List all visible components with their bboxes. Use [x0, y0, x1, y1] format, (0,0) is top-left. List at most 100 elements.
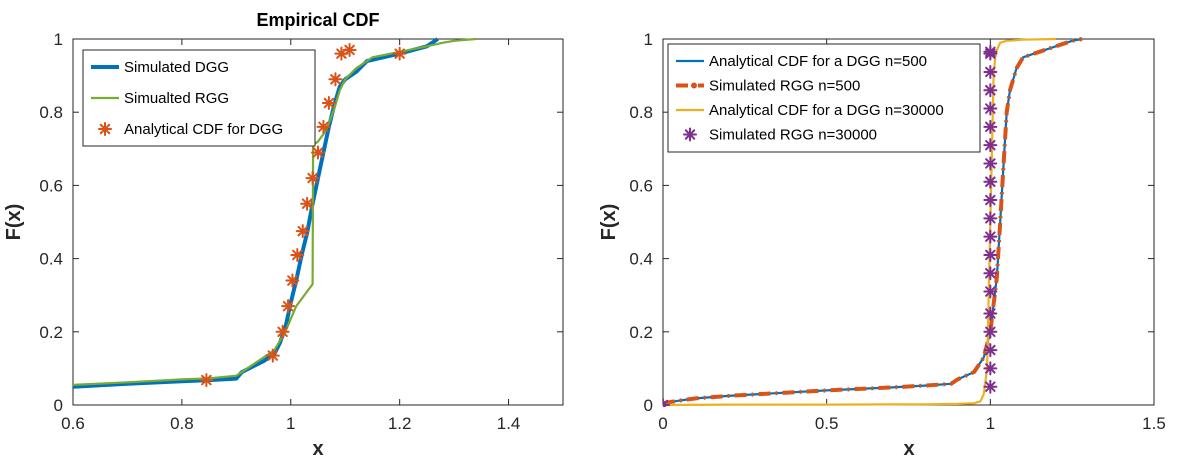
data-point — [392, 46, 407, 61]
legend-label: Analytical CDF for a DGG n=30000 — [709, 102, 944, 119]
series-line — [663, 37, 1056, 407]
data-point — [290, 247, 305, 262]
data-point — [983, 138, 998, 153]
y-tick-label: 0.2 — [39, 323, 63, 342]
data-point — [983, 379, 998, 394]
y-tick-label: 1 — [54, 30, 63, 49]
data-point — [311, 145, 325, 160]
data-point — [983, 229, 998, 244]
legend-item: Analytical CDF for DGG — [98, 121, 283, 138]
y-tick-label: 0.6 — [629, 176, 653, 195]
y-tick-label: 0.4 — [39, 250, 63, 269]
data-point — [342, 42, 357, 57]
axes-box — [72, 38, 564, 406]
series-clip — [663, 37, 1083, 407]
x-axis-label: x — [312, 438, 323, 460]
data-point — [983, 266, 998, 281]
legend-marker — [691, 82, 697, 89]
data-point — [983, 284, 998, 299]
data-point — [983, 101, 998, 116]
legend-label: Analytical CDF for DGG — [124, 121, 283, 138]
x-tick-label: 0.8 — [170, 414, 194, 433]
y-axis-label: F(x) — [3, 204, 25, 241]
x-tick-label: 1.5 — [1142, 414, 1166, 433]
data-point — [199, 373, 214, 388]
chart-left: Empirical CDF 0.6 0.8 1 1.2 1.4 0 0.2 0.4 0.6 0.8… — [3, 10, 564, 460]
data-point — [328, 72, 343, 87]
data-point — [983, 211, 998, 226]
tick-group: 0.6 0.8 1 1.2 1.4 0 0.2 0.4 0.6 0.8 1 — [39, 30, 563, 433]
legend-label: Simulated RGG n=30000 — [709, 127, 877, 144]
y-tick-label: 0.8 — [39, 103, 63, 122]
data-point — [983, 83, 998, 98]
legend-item: Simulated DGG — [91, 59, 229, 76]
data-point — [316, 119, 331, 134]
data-point — [983, 343, 998, 358]
legend-marker — [683, 127, 697, 142]
y-tick-label: 0 — [644, 396, 653, 415]
data-point — [983, 44, 998, 59]
series-1 — [73, 37, 439, 389]
legend-item: Analytical CDF for a DGG n=500 — [676, 53, 927, 70]
legend-item: Simualted RGG — [91, 90, 229, 107]
legend-item: Simulated RGG n=30000 — [683, 127, 877, 144]
data-point — [983, 156, 998, 171]
series-group — [73, 37, 476, 389]
data-point — [334, 46, 349, 61]
chart-title: Empirical CDF — [256, 10, 379, 30]
data-point — [983, 64, 998, 79]
data-point — [983, 247, 998, 262]
chart-right: 0 0.5 1 1.5 0 0.2 0.4 0.6 0.8 1 Analytical CDF fo… — [598, 30, 1166, 460]
y-tick-label: 0.8 — [629, 103, 653, 122]
data-point — [983, 193, 998, 208]
y-tick-label: 0 — [54, 396, 63, 415]
x-tick-label: 1 — [286, 414, 295, 433]
series-clip — [73, 37, 476, 389]
legend-box — [82, 49, 316, 147]
data-point — [983, 324, 998, 339]
y-tick-label: 0.6 — [39, 176, 63, 195]
data-point — [285, 273, 300, 288]
legend-label: Simulated RGG n=500 — [709, 78, 860, 95]
series-4 — [663, 44, 998, 407]
series-group — [663, 37, 1083, 407]
y-axis-label: F(x) — [598, 204, 620, 241]
legend-box — [667, 43, 981, 153]
x-tick-label: 1.4 — [497, 414, 521, 433]
y-tick-label: 1 — [644, 30, 653, 49]
series-3 — [199, 42, 407, 388]
plot-area: 0.6 0.8 1 1.2 1.4 0 0.2 0.4 0.6 0.8 1 Simulated DG… — [39, 30, 564, 433]
legend-label: Simulated DGG — [124, 59, 229, 76]
x-tick-label: 0 — [658, 414, 667, 433]
data-point — [281, 299, 296, 314]
plot-area: 0 0.5 1 1.5 0 0.2 0.4 0.6 0.8 1 Analytical CDF fo… — [629, 30, 1165, 433]
legend-label: Simualted RGG — [124, 90, 229, 107]
data-point — [275, 324, 290, 339]
data-point — [983, 174, 998, 189]
series-2 — [663, 37, 1083, 406]
series-line — [663, 37, 1083, 406]
tick-group: 0 0.5 1 1.5 0 0.2 0.4 0.6 0.8 1 — [629, 30, 1165, 433]
x-axis-label: x — [903, 438, 914, 460]
data-point — [983, 361, 998, 376]
legend-label: Analytical CDF for a DGG n=500 — [709, 53, 927, 70]
x-tick-label: 1 — [986, 414, 995, 433]
legend: Analytical CDF for a DGG n=500 Simulated … — [667, 43, 981, 153]
data-point — [983, 306, 998, 321]
data-point — [265, 348, 280, 363]
y-tick-label: 0.2 — [629, 323, 653, 342]
legend-marker — [98, 122, 112, 136]
legend: Simulated DGG Simualted RGG Analytical CDF… — [82, 49, 316, 147]
data-point — [300, 196, 315, 211]
series-line — [73, 37, 439, 389]
series-3 — [663, 37, 1056, 407]
y-tick-label: 0.4 — [629, 250, 653, 269]
data-point — [305, 171, 320, 186]
legend-item: Analytical CDF for a DGG n=30000 — [676, 102, 944, 119]
data-point — [983, 119, 998, 134]
data-point — [321, 96, 336, 111]
x-tick-label: 1.2 — [388, 414, 412, 433]
data-point — [295, 224, 310, 239]
x-tick-label: 0.5 — [815, 414, 839, 433]
